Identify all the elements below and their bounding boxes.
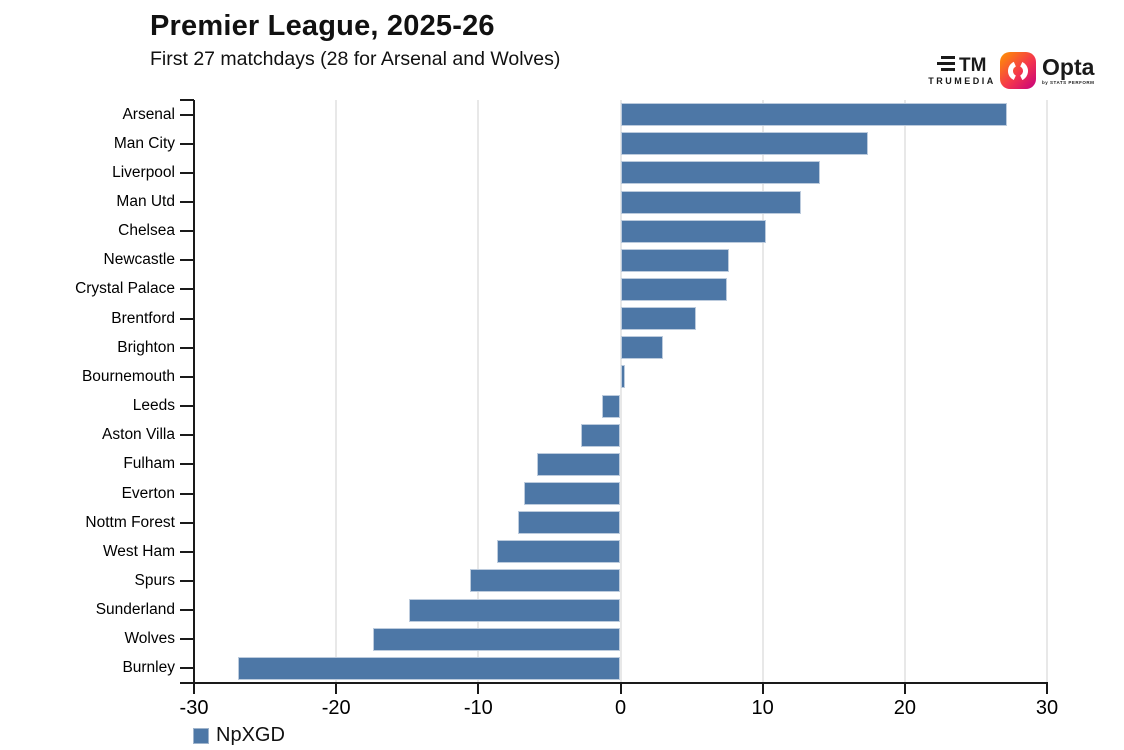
y-axis-tick-fulham [180, 463, 194, 466]
y-axis-tick-brentford [180, 317, 194, 320]
bar-brentford [620, 307, 696, 331]
bar-aston-villa [580, 423, 621, 447]
category-label-aston-villa: Aston Villa [102, 426, 175, 444]
category-label-spurs: Spurs [134, 571, 176, 589]
trumedia-logo-icon: TM [937, 55, 986, 74]
y-axis-tick-man-city [180, 142, 194, 145]
bar-man-utd [620, 190, 802, 214]
bar-nottm-forest [518, 511, 621, 535]
bar-brighton [620, 336, 664, 360]
page-subtitle: First 27 matchdays (28 for Arsenal and W… [150, 48, 561, 70]
svg-text:TM: TM [959, 55, 986, 74]
category-label-leeds: Leeds [132, 397, 175, 415]
y-axis-tick-crystal-palace [180, 288, 194, 291]
x-axis-tick-10 [761, 683, 764, 694]
y-axis-tick-spurs [180, 579, 194, 582]
y-axis-tick-man-utd [180, 201, 194, 204]
category-label-fulham: Fulham [123, 455, 175, 473]
legend-label-npxgd: NpXGD [216, 724, 285, 746]
bar-man-city [620, 132, 868, 156]
gridline--20 [335, 100, 338, 683]
y-axis-tick-chelsea [180, 230, 194, 233]
x-axis-tick--20 [335, 683, 338, 694]
gridline-0 [619, 100, 622, 683]
category-label-bournemouth: Bournemouth [81, 367, 175, 385]
y-axis-tick-aston-villa [180, 434, 194, 437]
y-axis-tick-arsenal [180, 113, 194, 116]
x-axis-tick--10 [477, 683, 480, 694]
y-axis-tick-sunderland [180, 609, 194, 612]
bar-west-ham [496, 540, 621, 564]
category-label-brighton: Brighton [117, 338, 175, 356]
legend-swatch-npxgd [193, 727, 209, 744]
x-axis-tick-30 [1046, 683, 1048, 694]
gridline-10 [761, 100, 764, 683]
y-axis-tick-burnley [180, 667, 194, 670]
opta-logo-subtext: by STATS PERFORM [1042, 80, 1095, 85]
bar-sunderland [408, 598, 621, 622]
chart-legend: NpXGD [193, 724, 285, 747]
y-axis-tick-liverpool [180, 171, 194, 174]
bar-burnley [238, 656, 621, 680]
bar-everton [523, 482, 621, 506]
category-label-burnley: Burnley [122, 659, 175, 677]
x-axis-tick-label-30: 30 [1035, 697, 1059, 719]
x-axis-tick-label-10: 10 [751, 697, 774, 719]
x-axis-tick-label-0: 0 [614, 697, 627, 719]
category-label-wolves: Wolves [124, 630, 175, 648]
x-axis-tick--30 [193, 683, 195, 694]
y-axis-tick-wolves [180, 638, 194, 641]
y-axis-top-cap [180, 99, 194, 101]
bar-crystal-palace [620, 277, 728, 301]
x-axis-tick-label--20: -20 [321, 697, 351, 719]
bar-newcastle [620, 248, 729, 272]
y-axis-tick-everton [180, 492, 194, 495]
bar-arsenal [620, 103, 1008, 127]
x-axis-tick-label--30: -30 [179, 697, 209, 719]
x-axis-line [180, 682, 1048, 684]
category-label-man-utd: Man Utd [116, 193, 175, 211]
category-label-nottm-forest: Nottm Forest [85, 513, 175, 531]
bar-fulham [536, 452, 621, 476]
y-axis-tick-west-ham [180, 550, 194, 553]
y-axis-tick-nottm-forest [180, 521, 194, 524]
x-axis-tick-20 [903, 683, 906, 694]
category-label-liverpool: Liverpool [112, 163, 175, 181]
gridline-30 [1046, 100, 1048, 683]
category-label-newcastle: Newcastle [103, 251, 176, 269]
category-label-crystal-palace: Crystal Palace [75, 280, 175, 298]
bar-liverpool [620, 161, 820, 185]
category-label-brentford: Brentford [111, 309, 175, 327]
category-label-chelsea: Chelsea [118, 222, 175, 240]
category-label-sunderland: Sunderland [95, 601, 175, 619]
page-title: Premier League, 2025-26 [150, 10, 495, 42]
trumedia-logo-text: TRUMEDIA [928, 76, 996, 86]
bar-chelsea [620, 219, 766, 243]
x-axis-tick-0 [619, 683, 622, 694]
bar-leeds [602, 394, 621, 418]
gridline-20 [903, 100, 906, 683]
opta-logo-text: Opta [1042, 54, 1095, 80]
x-axis-tick-label--10: -10 [463, 697, 493, 719]
category-label-everton: Everton [121, 484, 175, 502]
opta-logo-wordmark: Opta by STATS PERFORM [1042, 52, 1095, 86]
opta-logo-icon [1000, 52, 1036, 89]
category-label-west-ham: West Ham [102, 542, 175, 560]
bar-bournemouth [620, 365, 625, 389]
trumedia-logo: TM TRUMEDIA [926, 54, 998, 86]
bar-wolves [373, 627, 621, 651]
opta-logo: Opta by STATS PERFORM [1000, 52, 1094, 89]
gridline--10 [477, 100, 480, 683]
y-axis-tick-bournemouth [180, 375, 194, 378]
y-axis-tick-newcastle [180, 259, 194, 262]
y-axis-tick-brighton [180, 346, 194, 349]
bar-spurs [469, 569, 621, 593]
y-axis-line [193, 100, 195, 683]
x-axis-tick-label-20: 20 [893, 697, 916, 719]
y-axis-tick-leeds [180, 405, 194, 408]
category-label-arsenal: Arsenal [122, 105, 175, 123]
category-label-man-city: Man City [113, 134, 175, 152]
